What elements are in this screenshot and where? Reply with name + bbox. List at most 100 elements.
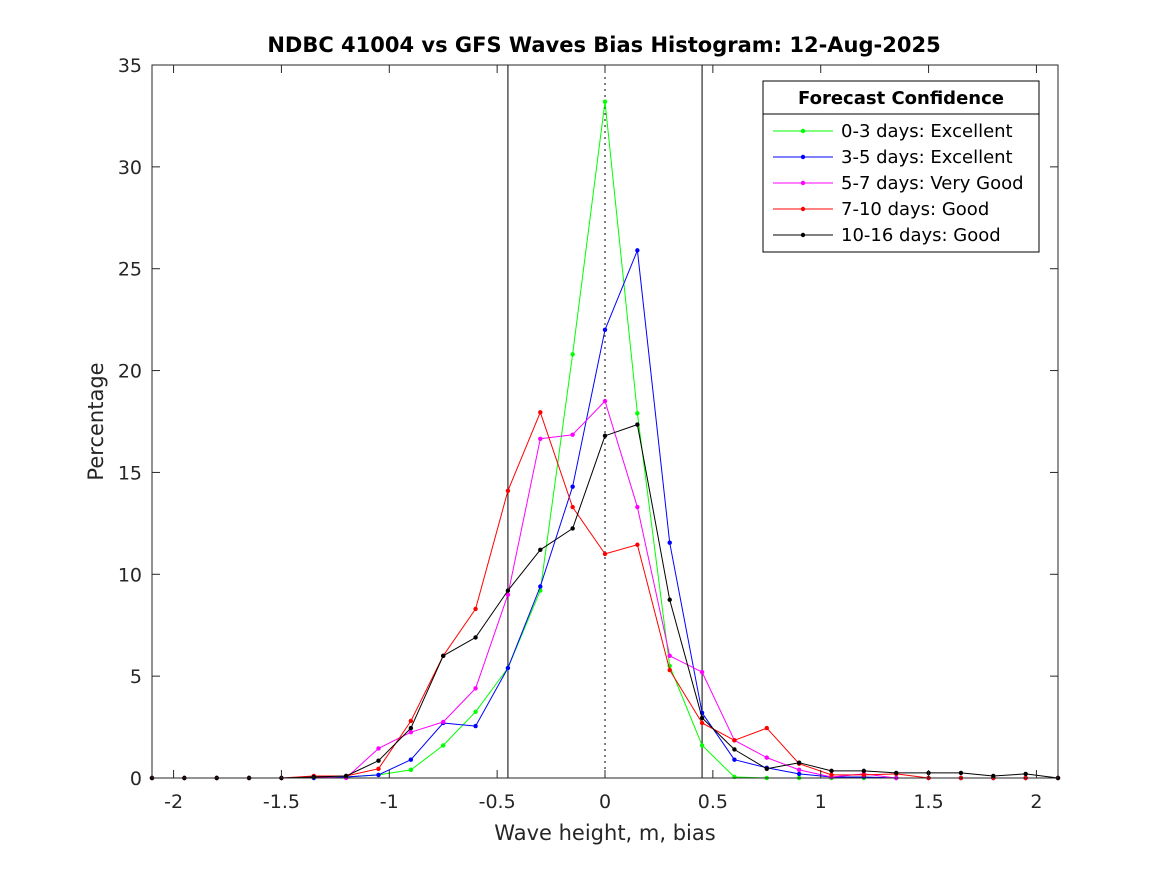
data-point	[473, 606, 478, 612]
data-point	[1023, 771, 1028, 777]
data-point	[570, 526, 575, 531]
x-tick-label: 1.5	[913, 791, 943, 813]
data-point	[408, 767, 414, 773]
x-tick-label: 0.5	[698, 791, 728, 813]
data-point	[538, 410, 543, 415]
reference-lines	[507, 65, 703, 778]
legend-label: 7-10 days: Good	[841, 199, 989, 220]
data-point	[602, 551, 608, 557]
data-point	[635, 248, 640, 253]
x-tick-label: 1	[815, 791, 827, 813]
legend-label: 0-3 days: Excellent	[841, 121, 1013, 142]
data-point	[376, 758, 381, 763]
data-point	[473, 635, 478, 640]
data-point	[441, 719, 446, 725]
legend-swatch-marker	[800, 232, 806, 238]
x-tick-label: -1.5	[263, 791, 300, 813]
legend-item-1: 3-5 days: Excellent	[773, 147, 1013, 168]
data-point	[570, 352, 575, 357]
data-point	[376, 772, 381, 778]
data-point	[311, 774, 316, 780]
x-axis-title: Wave height, m, bias	[494, 821, 715, 845]
legend-item-0: 0-3 days: Excellent	[773, 121, 1013, 142]
chart-title: NDBC 41004 vs GFS Waves Bias Histogram: …	[267, 33, 940, 57]
data-point	[894, 770, 899, 776]
data-point	[796, 760, 802, 765]
data-point	[408, 718, 414, 724]
data-point	[570, 484, 575, 489]
data-point	[635, 542, 640, 547]
data-point	[667, 667, 672, 673]
data-point	[667, 653, 672, 658]
data-point	[538, 547, 543, 553]
series-4	[149, 422, 1061, 781]
x-tick-label: 0	[599, 791, 611, 813]
data-point	[635, 422, 640, 427]
y-tick-label: 5	[130, 666, 142, 688]
data-point	[602, 99, 608, 104]
legend-label: 5-7 days: Very Good	[841, 173, 1024, 194]
legend-swatch-marker	[800, 180, 806, 186]
legend-swatch-marker	[800, 154, 806, 160]
y-tick-label: 30	[118, 157, 142, 179]
data-point	[635, 504, 640, 510]
data-point	[732, 757, 737, 762]
data-point	[829, 772, 834, 778]
data-point	[473, 723, 478, 729]
data-point	[667, 597, 672, 602]
data-point	[764, 766, 769, 772]
y-tick-label: 10	[118, 564, 142, 586]
data-point	[602, 398, 608, 404]
x-tick-label: -2	[164, 791, 183, 813]
data-point	[732, 747, 737, 752]
data-point	[764, 725, 769, 731]
data-point	[699, 743, 705, 748]
data-point	[408, 729, 414, 735]
y-tick-label: 15	[118, 462, 142, 484]
data-point	[699, 715, 705, 721]
data-point	[958, 770, 964, 776]
data-point	[408, 725, 414, 731]
data-point	[732, 738, 737, 743]
data-point	[441, 653, 446, 658]
legend-title: Forecast Confidence	[798, 88, 1004, 109]
y-axis: 0 5 10 15 20 25 30 35	[118, 55, 1058, 790]
data-point	[473, 686, 478, 691]
data-point	[796, 771, 802, 777]
legend-item-3: 7-10 days: Good	[773, 199, 989, 220]
legend-item-4: 10-16 days: Good	[773, 225, 1001, 246]
data-point	[538, 436, 543, 442]
legend: Forecast Confidence 0-3 days: Excellent 3…	[762, 80, 1040, 253]
data-point	[732, 774, 737, 780]
data-point	[441, 743, 446, 748]
legend-item-2: 5-7 days: Very Good	[773, 173, 1024, 194]
y-tick-label: 20	[118, 361, 142, 383]
data-point	[473, 709, 478, 714]
data-point	[602, 433, 608, 438]
x-tick-label: -1	[380, 791, 399, 813]
data-point	[991, 773, 996, 779]
data-point	[505, 488, 511, 493]
x-axis: -2 -1.5 -1 -0.5 0 0.5 1 1.5 2	[164, 65, 1042, 813]
legend-label: 3-5 days: Excellent	[841, 147, 1013, 168]
data-point	[376, 766, 381, 772]
legend-swatch-marker	[800, 128, 806, 134]
data-point	[829, 768, 834, 774]
data-point	[343, 773, 349, 779]
data-point	[505, 592, 511, 597]
data-point	[408, 757, 414, 762]
legend-label: 10-16 days: Good	[841, 225, 1001, 246]
y-axis-title: Percentage	[84, 362, 108, 480]
legend-swatch-marker	[800, 206, 806, 212]
data-point	[861, 772, 867, 778]
data-point	[796, 767, 802, 773]
y-tick-label: 25	[118, 259, 142, 281]
data-point	[667, 540, 672, 545]
data-point	[635, 411, 640, 416]
legend-items: 0-3 days: Excellent 3-5 days: Excellent 5-…	[773, 121, 1024, 246]
data-point	[570, 432, 575, 437]
data-point	[699, 720, 705, 726]
data-point	[505, 588, 511, 593]
data-point	[764, 755, 769, 760]
x-tick-label: 2	[1030, 791, 1042, 813]
